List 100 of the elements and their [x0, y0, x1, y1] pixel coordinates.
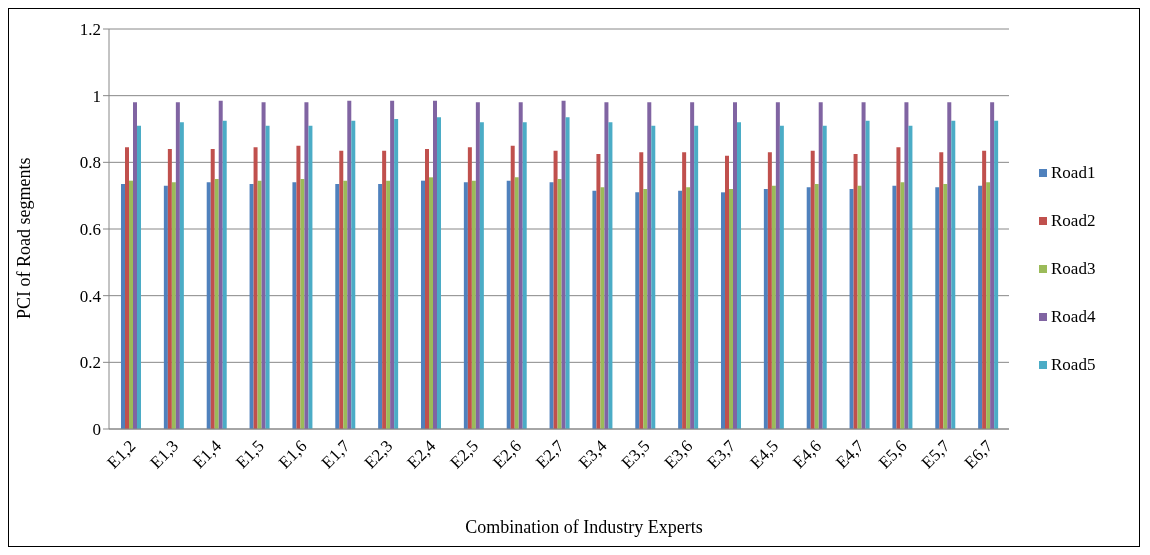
bar [386, 180, 391, 429]
bar [167, 149, 172, 429]
bar [335, 184, 340, 429]
y-tick-label: 0 [92, 420, 101, 440]
bar [686, 187, 691, 429]
bar [682, 152, 687, 429]
bar [635, 192, 640, 429]
bar [514, 177, 519, 429]
bar [351, 120, 356, 429]
legend-label: Road5 [1050, 354, 1096, 376]
bar [347, 100, 352, 429]
bar [553, 150, 558, 429]
bar [343, 180, 348, 429]
bar [596, 154, 601, 429]
bar [604, 102, 609, 429]
bar [806, 187, 811, 429]
bar [986, 182, 991, 429]
legend-label: Road4 [1050, 306, 1096, 328]
y-tick-label: 0.4 [79, 286, 102, 306]
bar [175, 102, 180, 429]
bar [471, 180, 476, 429]
bar [382, 150, 387, 429]
bar [982, 150, 987, 429]
bar [725, 155, 729, 429]
x-axis-title: Combination of Industry Experts [464, 517, 704, 538]
legend-label: Road3 [1050, 258, 1096, 280]
bar [206, 182, 211, 429]
bar [304, 102, 309, 429]
bar [179, 122, 184, 429]
bar [171, 182, 176, 429]
bar [861, 102, 866, 429]
bar [643, 189, 648, 429]
bar [557, 179, 562, 429]
bar [978, 185, 983, 429]
bar [771, 185, 776, 429]
bar [214, 179, 219, 429]
bar [137, 125, 141, 429]
bar [522, 122, 527, 429]
bar [721, 192, 725, 429]
bar [810, 150, 815, 429]
bar [900, 182, 905, 429]
bar [257, 180, 262, 429]
bar [308, 125, 313, 429]
bar [253, 147, 258, 429]
bar [694, 125, 699, 429]
bar [125, 147, 129, 429]
y-tick-label: 0.2 [79, 353, 101, 373]
bar [339, 150, 344, 429]
bar [296, 145, 301, 429]
bar [300, 179, 305, 429]
bar [951, 120, 956, 429]
bar [421, 180, 425, 429]
y-tick-label: 0.6 [79, 220, 101, 240]
bar [249, 184, 254, 429]
bar [378, 184, 383, 429]
y-tick-label: 1 [92, 86, 101, 106]
bar [592, 190, 597, 429]
y-tick-label: 1.2 [79, 20, 101, 40]
bar [767, 152, 772, 429]
bar [814, 184, 819, 429]
bar [935, 187, 940, 429]
bar [565, 117, 570, 429]
bar [218, 100, 223, 429]
bar [437, 117, 441, 429]
bar [779, 125, 784, 429]
bar [947, 102, 952, 429]
bar [429, 177, 433, 429]
bar [121, 184, 125, 429]
y-tick-label: 0.8 [79, 153, 101, 173]
bar [763, 189, 768, 429]
bar [265, 125, 270, 429]
x-tick-label: E1,2 [103, 436, 140, 473]
bar [549, 182, 554, 429]
bar [390, 100, 395, 429]
bar [479, 122, 484, 429]
bar [647, 102, 652, 429]
bar [733, 102, 737, 429]
legend-label: Road1 [1050, 162, 1096, 184]
bar [600, 187, 605, 429]
bar [939, 152, 944, 429]
bar [261, 102, 266, 429]
bar [678, 190, 683, 429]
bar [394, 119, 399, 429]
bar [222, 120, 227, 429]
bar [425, 149, 429, 429]
bar [822, 125, 827, 429]
bar [292, 182, 297, 429]
bar [467, 147, 472, 429]
bar [210, 149, 215, 429]
bar [729, 189, 733, 429]
legend-label: Road2 [1050, 210, 1096, 232]
bar [463, 182, 468, 429]
bar [892, 185, 897, 429]
bar [990, 102, 995, 429]
bar [896, 147, 901, 429]
bar [908, 125, 913, 429]
x-tick-label: E2,3 [360, 436, 397, 473]
bar [163, 185, 168, 429]
bar [904, 102, 909, 429]
bar [994, 120, 999, 429]
